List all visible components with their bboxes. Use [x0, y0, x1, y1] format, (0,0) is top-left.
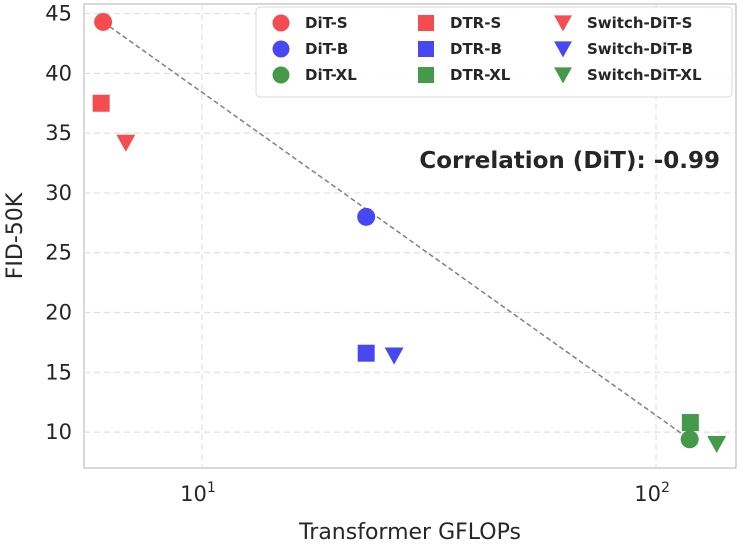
x-tick-label: 101	[180, 480, 216, 506]
legend-marker-dtr-xl	[418, 67, 434, 83]
y-tick-label: 20	[45, 301, 72, 325]
data-point-switch-dit-xl	[707, 436, 727, 454]
legend-marker-dtr-b	[418, 41, 434, 57]
y-tick-label: 40	[45, 61, 72, 85]
legend-label-switch-dit-xl: Switch-DiT-XL	[587, 66, 702, 84]
y-tick-label: 30	[45, 181, 72, 205]
data-point-dtr-xl	[681, 414, 699, 432]
y-tick-label: 35	[45, 121, 72, 145]
legend-marker-switch-dit-b	[554, 41, 572, 58]
correlation-annotation: Correlation (DiT): -0.99	[419, 148, 720, 174]
data-point-switch-dit-s	[116, 134, 136, 152]
x-tick-label: 102	[634, 480, 670, 506]
legend-marker-dtr-s	[418, 15, 434, 31]
legend-label-dit-s: DiT-S	[305, 14, 348, 32]
data-point-dit-xl	[680, 430, 699, 449]
data-point-dtr-s	[92, 94, 110, 112]
y-tick-label: 15	[45, 360, 72, 384]
legend-label-dit-xl: DiT-XL	[305, 66, 357, 84]
legend-box	[255, 6, 733, 98]
data-point-dtr-b	[357, 344, 375, 362]
y-axis-title: FID-50K	[3, 192, 28, 279]
legend-label-dtr-xl: DTR-XL	[450, 66, 511, 84]
y-tick-label: 25	[45, 241, 72, 265]
legend-marker-dit-s	[272, 14, 290, 32]
y-tick-label: 45	[45, 2, 72, 26]
legend-label-switch-dit-b: Switch-DiT-B	[587, 40, 693, 58]
data-point-switch-dit-b	[384, 347, 404, 365]
y-tick-labels: 10 15 20 25 30 35 40 45	[45, 2, 72, 445]
data-point-dit-b	[357, 207, 376, 226]
legend-marker-dit-xl	[272, 66, 290, 84]
data-point-dit-s	[94, 12, 113, 31]
legend-label-dtr-b: DTR-B	[450, 40, 502, 58]
legend-label-dtr-s: DTR-S	[450, 14, 501, 32]
data-points	[92, 12, 727, 454]
legend-marker-dit-b	[272, 40, 290, 58]
x-tick-labels: 101 102	[180, 480, 670, 506]
y-tick-label: 10	[45, 420, 72, 444]
legend-marker-switch-dit-xl	[554, 67, 572, 84]
legend-marker-switch-dit-s	[554, 15, 572, 32]
legend: DiT-S DiT-B DiT-XL DTR-S DTR-B DTR-XL Switch-D…	[255, 6, 733, 98]
legend-label-switch-dit-s: Switch-DiT-S	[587, 14, 692, 32]
legend-label-dit-b: DiT-B	[305, 40, 348, 58]
x-axis-title: Transformer GFLOPs	[298, 520, 521, 545]
